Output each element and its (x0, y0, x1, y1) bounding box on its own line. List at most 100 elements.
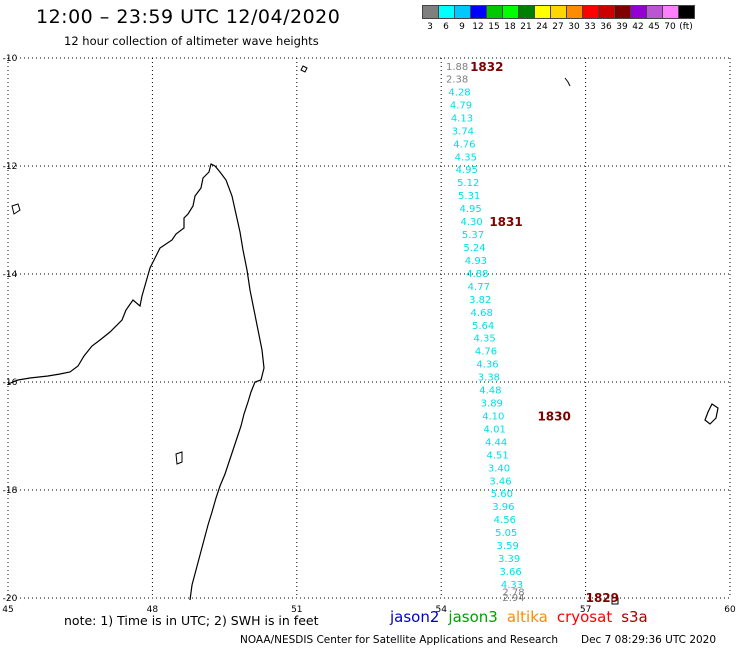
swh-value: 4.35 (455, 152, 477, 163)
swh-value: 4.51 (486, 450, 508, 461)
lon-tick-label: 57 (580, 605, 591, 615)
legend-tick: 3 (427, 22, 433, 32)
swh-value: 4.79 (450, 100, 472, 111)
legend-tick: 18 (504, 22, 516, 32)
satellite-legend: jason2 jason3 altika cryosat s3a (390, 608, 657, 626)
swh-value: 4.35 (473, 334, 495, 345)
legend-tick: 39 (616, 22, 628, 32)
swh-value: 3.96 (492, 502, 514, 513)
swh-value: 4.30 (460, 217, 482, 228)
swh-value: 4.93 (465, 256, 487, 267)
lat-tick-label: -10 (3, 54, 18, 64)
legend-tick: 45 (648, 22, 660, 32)
swh-value: 2.94 (502, 593, 524, 604)
swh-value: 3.89 (481, 399, 503, 410)
legend-tick: 15 (488, 22, 500, 32)
lat-tick-label: -16 (3, 378, 18, 388)
map-title: 12:00 – 23:59 UTC 12/04/2020 (36, 6, 341, 28)
swh-value: 3.38 (478, 373, 500, 384)
pass-time-label: 1829 (586, 591, 619, 605)
swh-value: 4.13 (451, 113, 473, 124)
lon-tick-label: 51 (291, 605, 302, 615)
madagascar-coastline (7, 163, 265, 601)
legend-tick: 6 (443, 22, 449, 32)
swh-value: 5.60 (491, 489, 513, 500)
satellite-name: jason2 (390, 608, 440, 626)
legend-tick: 27 (552, 22, 564, 32)
swh-value: 3.59 (497, 541, 519, 552)
swh-value: 5.37 (462, 230, 484, 241)
legend-tick: 33 (584, 22, 596, 32)
swh-value: 4.68 (471, 308, 493, 319)
swh-value: 4.28 (448, 87, 470, 98)
swh-value: 3.66 (499, 567, 521, 578)
satellite-name: s3a (621, 608, 648, 626)
lat-tick-label: -14 (3, 270, 18, 280)
lat-tick-label: -18 (3, 486, 18, 496)
swh-value: 4.01 (484, 424, 506, 435)
reunion-island (611, 597, 619, 605)
swh-value: 4.88 (466, 269, 488, 280)
swh-value: 5.64 (472, 321, 494, 332)
swh-value: 4.76 (453, 139, 475, 150)
swh-value: 2.78 (502, 588, 524, 599)
legend-unit: (ft) (679, 22, 693, 32)
swh-value: 4.48 (479, 386, 501, 397)
altimeter-track: 1.88 2.384.28 4.79 4.13 3.74 4.76 4.35 4.95 5.12… (446, 62, 525, 604)
swh-value: 4.77 (468, 282, 490, 293)
swh-value: 3.46 (489, 476, 511, 487)
swh-value: 4.56 (494, 515, 516, 526)
legend-tick: 42 (632, 22, 644, 32)
swh-value: 4.44 (485, 437, 507, 448)
swh-value: 1.88 (446, 62, 468, 73)
small-island (175, 451, 183, 465)
lat-tick-label: -12 (3, 162, 18, 172)
legend-color-scale (422, 5, 695, 19)
swh-value: 4.36 (476, 360, 498, 371)
swh-value: 4.33 (501, 580, 523, 591)
generation-timestamp: Dec 7 08:29:36 UTC 2020 (581, 634, 717, 646)
tromelin-island (300, 65, 308, 73)
legend-tick: 30 (568, 22, 580, 32)
axis-tick-labels: 45 48 51 54 57 60 -10 -12 -14 -16 -18 -20 (2, 54, 736, 615)
swh-value: 5.05 (495, 528, 517, 539)
legend-tick-labels: 3 6 9 12 15 18 21 24 27 30 33 36 39 42 45 70 (ft) (422, 22, 694, 34)
swh-value: 3.82 (469, 295, 491, 306)
pass-time-label: 1832 (470, 60, 503, 74)
swh-value: 4.95 (456, 165, 478, 176)
swh-value: 4.95 (459, 204, 481, 215)
swh-value: 4.10 (482, 411, 504, 422)
swh-value: 3.39 (498, 554, 520, 565)
pass-time-label: 1830 (537, 409, 570, 423)
swh-value: 2.38 (446, 75, 468, 86)
wave-height-legend: 3 6 9 12 15 18 21 24 27 30 33 36 39 42 45 70 (ft) (422, 5, 695, 34)
cargados-islet (564, 77, 571, 87)
satellite-name: altika (506, 608, 548, 626)
lon-tick-label: 45 (2, 605, 13, 615)
lat-lon-grid (7, 57, 731, 599)
lon-tick-label: 60 (724, 605, 736, 615)
coastlines (7, 65, 719, 605)
legend-swatch (678, 5, 695, 19)
map-subtitle: 12 hour collection of altimeter wave hei… (64, 34, 319, 48)
pass-time-label: 1831 (489, 215, 522, 229)
footnote: note: 1) Time is in UTC; 2) SWH is in fe… (64, 613, 319, 628)
legend-tick: 12 (472, 22, 484, 32)
nosy-be-island (11, 203, 21, 215)
swh-value: 5.24 (463, 243, 485, 254)
legend-tick: 9 (459, 22, 465, 32)
legend-tick: 36 (600, 22, 612, 32)
legend-tick: 70 (664, 22, 676, 32)
legend-tick: 21 (520, 22, 532, 32)
track-time-labels: 1832 1831 1830 1829 (470, 60, 619, 605)
credit-line: NOAA/NESDIS Center for Satellite Applica… (240, 634, 558, 646)
satellite-name: cryosat (556, 608, 613, 626)
mauritius-island (704, 403, 719, 425)
lon-tick-label: 54 (435, 605, 447, 615)
swh-value: 4.76 (475, 347, 497, 358)
legend-tick: 24 (536, 22, 548, 32)
swh-value: 5.31 (458, 191, 480, 202)
swh-value: 5.12 (457, 178, 479, 189)
swh-value: 3.40 (488, 463, 510, 474)
